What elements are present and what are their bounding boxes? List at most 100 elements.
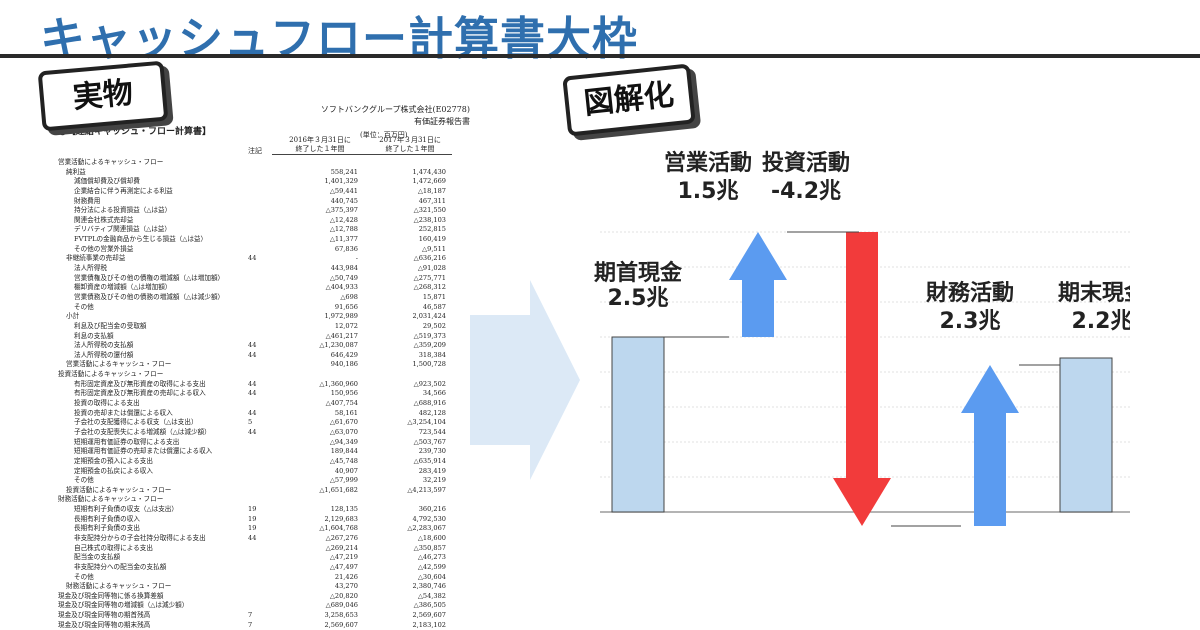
row-value-2017: 283,419 (418, 466, 446, 475)
row-value-2016: △12,788 (329, 225, 358, 234)
report-name: 有価証券報告書 (414, 117, 470, 126)
row-label: 投資活動によるキャッシュ・フロー (58, 370, 164, 379)
arrow-財務活動 (961, 365, 1019, 526)
row-value-2017: 2,380,746 (412, 582, 446, 591)
column-header-2016: 2016年３月31日に 終了した１年間 (280, 136, 360, 154)
row-value-2016: △689,046 (325, 601, 358, 610)
statement-row: 定期預金の預入による支出 △45,748 △635,914 (30, 457, 470, 467)
row-value-2017: △268,312 (413, 283, 446, 292)
row-label: 企業結合に伴う再測定による利益 (74, 186, 173, 195)
row-label: その他の営業外損益 (74, 244, 134, 253)
statement-row: 投資の売却または償還による収入 44 58,161 482,128 (30, 409, 470, 419)
row-label: 財務活動によるキャッシュ・フロー (66, 582, 172, 591)
row-label: 小計 (66, 312, 80, 321)
bar-期首現金 (611, 336, 665, 513)
row-value-2017: △321,550 (413, 206, 446, 215)
statement-row: 非支配持分からの子会社持分取得による支出 44 △267,276 △18,600 (30, 534, 470, 544)
statement-row: 法人所得税 443,984 △91,028 (30, 264, 470, 274)
chart-marks (611, 231, 1113, 527)
row-value-2017: 46,587 (422, 302, 446, 311)
row-value-2017: △30,604 (417, 572, 446, 581)
statement-row: 営業活動によるキャッシュ・フロー (30, 158, 470, 168)
statement-row: 有形固定資産及び無形資産の売却による収入 44 150,956 34,566 (30, 389, 470, 399)
statement-row: 投資の取得による支出 △407,754 △688,916 (30, 399, 470, 409)
statement-row: 自己株式の取得による支出 △269,214 △350,857 (30, 544, 470, 554)
row-value-2017: 1,474,430 (412, 167, 446, 176)
row-value-2016: △407,754 (325, 399, 358, 408)
row-value-2017: 34,566 (422, 389, 446, 398)
row-note: 19 (248, 514, 257, 523)
row-value-2016: - (355, 254, 358, 263)
row-label: 子会社の支配獲得による収支（△は支出） (74, 418, 198, 427)
row-label: 営業活動によるキャッシュ・フロー (58, 158, 164, 166)
row-label: 投資の売却または償還による収入 (74, 408, 173, 417)
statement-row: FVTPLの金融商品から生じる損益（△は益） △11,377 160,419 (30, 235, 470, 245)
row-label: 現金及び現金同等物の期首残高 (58, 611, 151, 620)
row-value-2017: 15,871 (422, 292, 446, 301)
row-label: 減価償却費及び償却費 (74, 177, 140, 186)
row-value-2016: △267,276 (325, 533, 358, 542)
row-label: 法人所得税の支払額 (74, 341, 134, 350)
row-label: 定期預金の払戻による収入 (74, 466, 153, 475)
row-value-2016: △1,360,960 (319, 379, 358, 388)
row-label: 長期有利子負債の支出 (74, 524, 140, 533)
row-value-2016: △63,070 (329, 427, 358, 436)
row-value-2017: 2,183,102 (412, 620, 446, 629)
row-label: 短期有利子負債の収支（△は支出） (74, 505, 178, 514)
statement-row: 財務活動によるキャッシュ・フロー (30, 495, 470, 505)
statement-row: 短期運用有価証券の取得による支出 △94,349 △503,767 (30, 438, 470, 448)
row-value-2016: 2,569,607 (324, 620, 358, 629)
row-label: 投資活動によるキャッシュ・フロー (66, 485, 172, 494)
row-value-2017: 723,544 (418, 427, 446, 436)
statement-row: 持分法による投資損益（△は益） △375,397 △321,550 (30, 206, 470, 216)
row-label: 法人所得税 (74, 264, 107, 273)
row-note: 44 (248, 389, 257, 398)
actual-tag: 実物 (37, 60, 169, 132)
row-label: 持分法による投資損益（△は益） (74, 206, 172, 215)
row-value-2017: 360,216 (418, 505, 446, 514)
row-label: 現金及び現金同等物の増減額（△は減少額） (58, 601, 189, 610)
row-value-2016: 91,656 (334, 302, 358, 311)
row-value-2016: △1,230,087 (319, 341, 358, 350)
row-value-2016: 21,426 (334, 572, 358, 581)
statement-row: 利息の支払額 △461,217 △519,373 (30, 332, 470, 342)
row-value-2016: △269,214 (325, 543, 358, 552)
row-value-2017: △18,187 (417, 186, 446, 195)
row-label: 非継続事業の売却益 (66, 254, 126, 263)
row-value-2017: 482,128 (418, 408, 446, 417)
row-value-2017: △9,511 (422, 244, 446, 253)
row-value-2016: 3,258,653 (324, 611, 358, 620)
statement-row: 長期有利子負債の支出 19 △1,604,768 △2,283,067 (30, 524, 470, 534)
statement-row: 定期預金の払戻による収入 40,907 283,419 (30, 467, 470, 477)
cash-flow-statement-document: ソフトバンクグループ株式会社(E02778) 有価証券報告書 ④【連結キャッシュ… (30, 98, 470, 630)
header-divider (272, 154, 452, 155)
row-note: 19 (248, 505, 257, 514)
row-value-2017: △18,600 (417, 533, 446, 542)
row-note: 7 (248, 620, 253, 629)
row-value-2017: △519,373 (413, 331, 446, 340)
row-value-2017: 29,502 (422, 321, 446, 330)
statement-row: 減価償却費及び償却費 1,401,329 1,472,669 (30, 177, 470, 187)
statement-row: 純利益 558,241 1,474,430 (30, 168, 470, 178)
statement-row: その他 91,656 46,587 (30, 303, 470, 313)
arrow-投資活動 (833, 232, 891, 526)
row-label: 長期有利子負債の収入 (74, 514, 140, 523)
row-value-2016: △1,651,682 (319, 485, 358, 494)
row-value-2016: 443,984 (330, 264, 358, 273)
row-value-2017: △503,767 (413, 437, 446, 446)
row-label: 利息の支払額 (74, 331, 114, 340)
row-value-2016: △11,377 (329, 235, 358, 244)
row-label: 短期運用有価証券の取得による支出 (74, 437, 180, 446)
statement-row: 営業活動によるキャッシュ・フロー 940,186 1,500,728 (30, 360, 470, 370)
row-value-2017: △636,216 (413, 254, 446, 263)
row-label: デリバティブ関連損益（△は益） (74, 225, 171, 234)
row-value-2016: 128,135 (330, 505, 358, 514)
row-value-2017: △4,213,597 (407, 485, 446, 494)
row-label: 利息及び配当金の受取額 (74, 321, 147, 330)
column-header-2017-line2: 終了した１年間 (385, 145, 435, 153)
transition-arrow-icon (470, 280, 580, 480)
statement-row: 財務活動によるキャッシュ・フロー 43,270 2,380,746 (30, 582, 470, 592)
row-label: 有形固定資産及び無形資産の取得による支出 (74, 379, 206, 388)
statement-row: 現金及び現金同等物の期首残高 7 3,258,653 2,569,607 (30, 611, 470, 621)
